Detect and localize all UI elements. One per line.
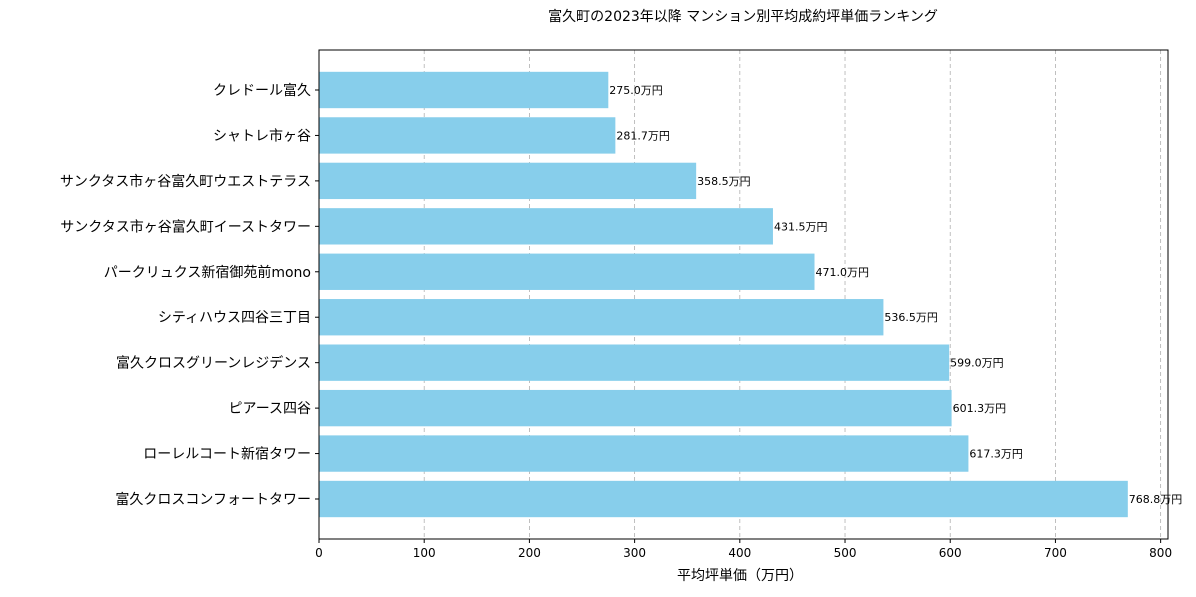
y-tick-label: ピアース四谷 — [229, 401, 311, 417]
bar — [319, 435, 969, 472]
value-label: 768.8万円 — [1129, 493, 1183, 506]
y-tick-label: サンクタス市ヶ谷富久町ウエストテラス — [60, 173, 311, 190]
bar — [319, 389, 952, 427]
bar — [319, 208, 773, 245]
y-axis-ticks: クレドール富久シャトレ市ヶ谷サンクタス市ヶ谷富久町ウエストテラスサンクタス市ヶ谷… — [60, 82, 319, 508]
x-tick-label: 400 — [728, 546, 751, 560]
y-tick-label: 富久クロスコンフォートタワー — [115, 491, 311, 508]
bar — [319, 162, 697, 200]
y-tick-label: サンクタス市ヶ谷富久町イーストタワー — [60, 218, 311, 235]
value-label: 601.3万円 — [953, 402, 1007, 415]
y-tick-label: シャトレ市ヶ谷 — [213, 127, 311, 144]
x-tick-label: 200 — [518, 546, 541, 560]
bar — [319, 344, 950, 381]
x-tick-label: 800 — [1149, 546, 1172, 560]
value-label: 275.0万円 — [609, 84, 663, 97]
y-tick-label: ローレルコート新宿タワー — [143, 446, 311, 463]
value-labels: 275.0万円 281.7万円 358.5万円 431.5万円 471.0万円 536.5… — [609, 84, 1182, 506]
x-tick-label: 700 — [1044, 546, 1067, 560]
y-tick-label: パークリュクス新宿御苑前mono — [104, 264, 311, 281]
value-label: 536.5万円 — [884, 311, 938, 324]
x-axis-label: 平均坪単価（万円） — [677, 568, 803, 584]
bar — [319, 71, 609, 109]
value-label: 431.5万円 — [774, 220, 828, 233]
y-tick-label: 富久クロスグリーンレジデンス — [116, 355, 311, 372]
x-axis-ticks: 0 100 200 300 400 500 600 700 800 — [315, 539, 1172, 560]
y-tick-label: クレドール富久 — [213, 82, 311, 99]
x-tick-label: 300 — [623, 546, 646, 560]
bar — [319, 480, 1128, 518]
bar — [319, 253, 815, 290]
x-tick-label: 500 — [834, 546, 857, 560]
x-tick-label: 100 — [413, 546, 436, 560]
value-label: 471.0万円 — [816, 266, 870, 279]
value-label: 599.0万円 — [950, 357, 1004, 370]
x-tick-label: 0 — [315, 546, 323, 560]
chart-title: 富久町の2023年以降 マンション別平均成約坪単価ランキング — [548, 8, 938, 25]
bar — [319, 117, 616, 154]
bars — [319, 71, 1128, 518]
y-tick-label: シティハウス四谷三丁目 — [158, 310, 311, 326]
value-label: 617.3万円 — [969, 448, 1023, 461]
bar — [319, 299, 884, 336]
value-label: 281.7万円 — [616, 129, 670, 142]
value-label: 358.5万円 — [697, 175, 751, 188]
plot-frame — [318, 49, 1169, 540]
x-tick-label: 600 — [939, 546, 962, 560]
